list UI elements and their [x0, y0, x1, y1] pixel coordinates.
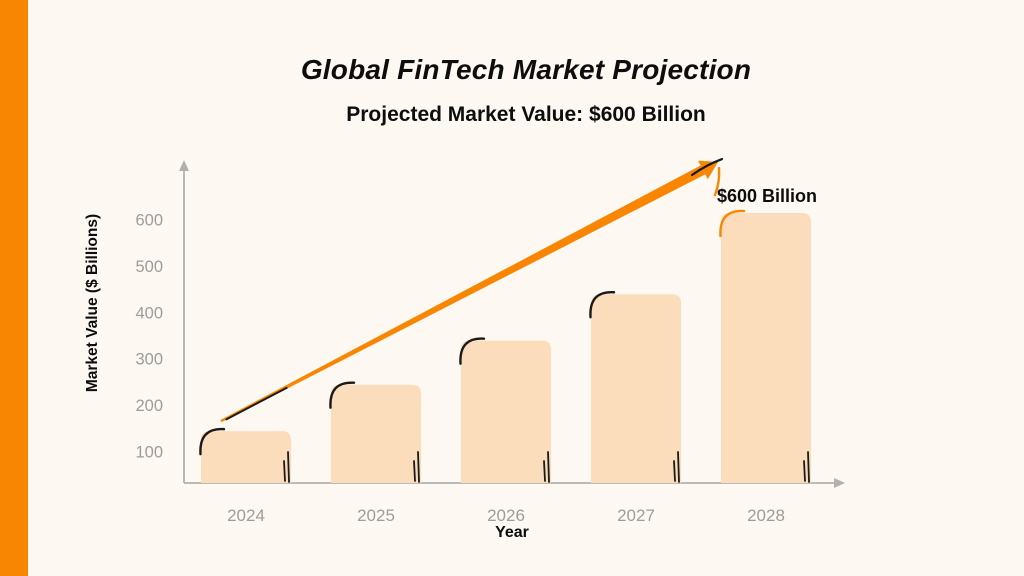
x-tick-label-2026: 2026: [487, 506, 525, 525]
trend-arrow-head: [698, 160, 718, 180]
x-axis-arrowhead: [834, 478, 845, 488]
bar-bottom-sketch-a-2026: [543, 460, 546, 482]
x-tick-label-2027: 2027: [617, 506, 655, 525]
bar-bottom-sketch-a-2024: [283, 460, 286, 482]
bar-2027: [591, 294, 681, 483]
y-tick-label-400: 400: [135, 304, 163, 322]
x-tick-label-2024: 2024: [227, 506, 265, 525]
y-tick-label-300: 300: [135, 351, 163, 369]
left-accent-stripe: [0, 0, 28, 576]
chart-title: Global FinTech Market Projection: [300, 54, 752, 85]
y-tick-label-100: 100: [135, 444, 163, 462]
trend-arrow-shaft: [220, 165, 706, 423]
y-axis-title: Market Value ($ Billions): [84, 214, 101, 392]
bar-bottom-sketch-b-2026: [547, 451, 550, 483]
trend-arrow-barb-sketch: [713, 166, 721, 197]
y-tick-label-200: 200: [135, 397, 163, 415]
bar-corner-sketch-2028: [719, 209, 746, 238]
bar-bottom-sketch-a-2025: [413, 460, 416, 482]
bar-corner-sketch-2024: [199, 427, 226, 456]
x-tick-label-2025: 2025: [357, 506, 395, 525]
bar-corner-sketch-2027: [589, 291, 616, 319]
bar-bottom-sketch-b-2027: [677, 451, 680, 483]
annotation-600-billion: $600 Billion: [717, 186, 817, 206]
trend-arrow-head-sketch: [690, 157, 724, 177]
bar-2025: [331, 384, 421, 483]
chart-header: Global FinTech Market Projection Project…: [28, 54, 1024, 127]
bar-2026: [461, 340, 551, 483]
bar-2028: [721, 213, 811, 484]
y-tick-label-500: 500: [135, 258, 163, 276]
bar-2024: [201, 431, 291, 483]
y-axis-arrowhead: [179, 160, 189, 171]
x-tick-label-2028: 2028: [747, 506, 785, 525]
bar-corner-sketch-2025: [329, 381, 356, 409]
bar-bottom-sketch-b-2024: [287, 451, 290, 483]
x-axis-title: Year: [495, 524, 529, 541]
bar-bottom-sketch-b-2025: [417, 451, 420, 483]
bar-bottom-sketch-a-2028: [803, 460, 806, 482]
trend-arrow-tail-sketch: [225, 386, 288, 421]
y-tick-label-600: 600: [135, 212, 163, 230]
bar-corner-sketch-2026: [459, 337, 486, 365]
bar-bottom-sketch-b-2028: [807, 451, 810, 483]
bar-bottom-sketch-a-2027: [673, 460, 676, 482]
chart-subtitle: Projected Market Value: $600 Billion: [346, 103, 706, 126]
